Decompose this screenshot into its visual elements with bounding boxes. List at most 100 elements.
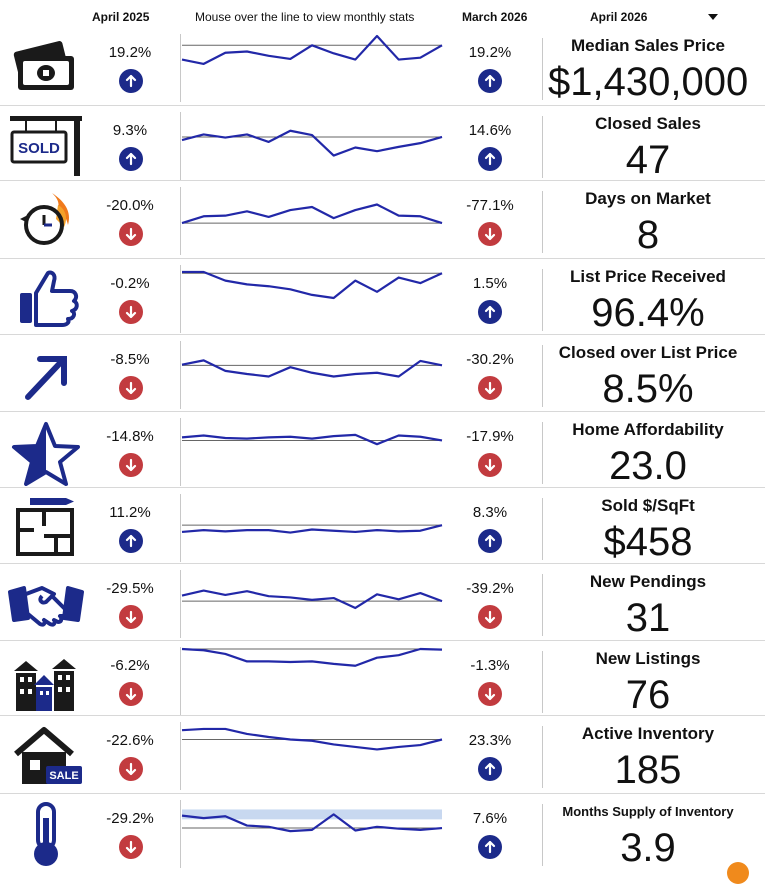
yoy-change-new-listings: -6.2% bbox=[110, 657, 150, 674]
header-hover-hint: Mouse over the line to view monthly stat… bbox=[195, 10, 415, 24]
sparkline-series bbox=[181, 647, 443, 667]
metric-row-months-supply-of-inventory: -29.2% 7.6% Months Supply of Inventory 3.9 bbox=[0, 796, 765, 872]
value-left-border bbox=[542, 726, 543, 788]
arrow-up-icon bbox=[478, 835, 502, 859]
arrow-down-icon bbox=[119, 376, 143, 400]
metric-value: 96.4% bbox=[591, 291, 705, 335]
row-divider bbox=[0, 334, 765, 335]
row-divider bbox=[0, 258, 765, 259]
sparkline-home-affordability[interactable] bbox=[180, 418, 445, 488]
help-badge[interactable] bbox=[727, 862, 749, 884]
arrow-up-icon bbox=[478, 69, 502, 93]
value-left-border bbox=[542, 422, 543, 484]
mom-change-list-price-received: 1.5% bbox=[472, 275, 508, 292]
metric-row-sold-per-sqft: 11.2% 8.3% Sold $/SqFt $458 bbox=[0, 490, 765, 566]
row-divider bbox=[0, 640, 765, 641]
yoy-change-closed-sales: 9.3% bbox=[112, 122, 148, 139]
sparkline-series bbox=[181, 813, 443, 833]
arrow-down-icon bbox=[478, 376, 502, 400]
metric-title: New Pendings bbox=[589, 572, 707, 591]
metric-row-closed-over-list-price: -8.5% -30.2% Closed over List Price 8.5% bbox=[0, 337, 765, 413]
sparkline-active-inventory[interactable] bbox=[180, 722, 445, 792]
sparkline-months-supply-of-inventory[interactable] bbox=[180, 800, 445, 870]
spark-left-border bbox=[180, 34, 181, 102]
sparkline-list-price-received[interactable] bbox=[180, 265, 445, 335]
arrow-up-right-icon bbox=[6, 339, 86, 403]
yoy-change-sold-per-sqft: 11.2% bbox=[109, 504, 151, 521]
arrow-down-icon bbox=[478, 453, 502, 477]
metric-title: Sold $/SqFt bbox=[601, 496, 695, 515]
arrow-up-icon bbox=[478, 300, 502, 324]
header-april-2025: April 2025 bbox=[92, 10, 150, 24]
house-sale-icon: SALE bbox=[6, 720, 86, 784]
mom-change-sold-per-sqft: 8.3% bbox=[472, 504, 508, 521]
svg-text:SALE: SALE bbox=[49, 770, 78, 782]
row-divider bbox=[0, 105, 765, 106]
spark-left-border bbox=[180, 265, 181, 333]
sparkline-sold-per-sqft[interactable] bbox=[180, 494, 445, 564]
row-divider bbox=[0, 715, 765, 716]
metric-title: Active Inventory bbox=[581, 724, 715, 743]
sparkline-series bbox=[181, 727, 443, 751]
sparkline-new-pendings[interactable] bbox=[180, 570, 445, 640]
spark-left-border bbox=[180, 570, 181, 638]
sparkline-series bbox=[181, 589, 443, 610]
sparkline-new-listings[interactable] bbox=[180, 647, 445, 717]
value-left-border bbox=[542, 38, 543, 100]
metric-row-median-sales-price: 19.2% 19.2% Median Sales Price $1,430,000 bbox=[0, 30, 765, 106]
sparkline-days-on-market[interactable] bbox=[180, 187, 445, 257]
mom-change-active-inventory: 23.3% bbox=[468, 732, 512, 749]
metric-title: New Listings bbox=[595, 649, 701, 668]
metric-title: Closed Sales bbox=[595, 114, 701, 133]
spark-left-border bbox=[180, 187, 181, 255]
spark-left-border bbox=[180, 800, 181, 868]
mom-change-new-listings: -1.3% bbox=[470, 657, 510, 674]
sparkline-series bbox=[181, 34, 443, 65]
arrow-down-icon bbox=[119, 453, 143, 477]
metric-value: 8 bbox=[636, 213, 660, 257]
arrow-up-icon bbox=[119, 69, 143, 93]
arrow-down-icon bbox=[119, 300, 143, 324]
mom-change-new-pendings: -39.2% bbox=[466, 580, 514, 597]
arrow-down-icon bbox=[119, 835, 143, 859]
yoy-change-home-affordability: -14.8% bbox=[106, 428, 154, 445]
metric-title: Closed over List Price bbox=[558, 343, 738, 362]
sparkline-closed-over-list-price[interactable] bbox=[180, 341, 445, 411]
arrow-down-icon bbox=[119, 605, 143, 629]
floor-plan-icon bbox=[6, 492, 86, 556]
metric-row-new-listings: -6.2% -1.3% New Listings 76 bbox=[0, 643, 765, 719]
sparkline-band bbox=[182, 809, 442, 820]
mom-change-median-sales-price: 19.2% bbox=[468, 44, 512, 61]
spark-left-border bbox=[180, 341, 181, 409]
header-march-2026: March 2026 bbox=[462, 10, 528, 24]
chevron-down-icon[interactable] bbox=[708, 14, 718, 20]
metric-value: $458 bbox=[603, 520, 693, 564]
metric-value: 31 bbox=[625, 596, 671, 640]
spark-left-border bbox=[180, 418, 181, 486]
metric-row-days-on-market: -20.0% -77.1% Days on Market 8 bbox=[0, 183, 765, 259]
spark-left-border bbox=[180, 494, 181, 562]
arrow-up-icon bbox=[478, 529, 502, 553]
mom-change-home-affordability: -17.9% bbox=[466, 428, 514, 445]
thumbs-up-icon bbox=[6, 263, 86, 327]
row-divider bbox=[0, 563, 765, 564]
mom-change-closed-over-list-price: -30.2% bbox=[466, 351, 514, 368]
arrow-up-icon bbox=[119, 529, 143, 553]
mom-change-days-on-market: -77.1% bbox=[466, 197, 514, 214]
yoy-change-days-on-market: -20.0% bbox=[106, 197, 154, 214]
sparkline-median-sales-price[interactable] bbox=[180, 34, 445, 104]
yoy-change-median-sales-price: 19.2% bbox=[108, 44, 152, 61]
yoy-change-active-inventory: -22.6% bbox=[106, 732, 154, 749]
metric-title: Home Affordability bbox=[572, 420, 724, 439]
sparkline-closed-sales[interactable] bbox=[180, 112, 445, 182]
metric-title: Days on Market bbox=[585, 189, 711, 208]
sparkline-series bbox=[181, 203, 443, 225]
clock-fire-icon bbox=[6, 185, 86, 249]
month-select[interactable]: April 2026 bbox=[590, 10, 648, 24]
money-icon bbox=[6, 32, 86, 96]
arrow-down-icon bbox=[478, 222, 502, 246]
sparkline-series bbox=[181, 433, 443, 446]
value-left-border bbox=[542, 804, 543, 866]
metric-value: 185 bbox=[614, 748, 682, 792]
metric-value: 23.0 bbox=[609, 444, 687, 488]
